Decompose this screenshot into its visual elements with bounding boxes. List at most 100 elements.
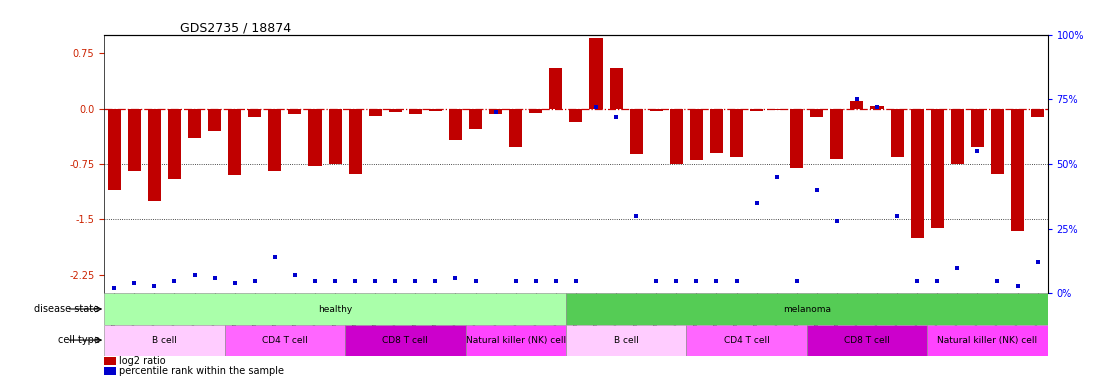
- Text: CD8 T cell: CD8 T cell: [383, 336, 428, 344]
- Bar: [589, 38, 602, 109]
- Bar: [225, 324, 346, 356]
- Point: [407, 278, 425, 284]
- Point: [386, 278, 404, 284]
- Text: log2 ratio: log2 ratio: [120, 356, 166, 366]
- Point: [988, 278, 1006, 284]
- Point: [246, 278, 263, 284]
- Bar: [449, 109, 462, 140]
- Bar: [349, 109, 362, 174]
- Point: [808, 187, 826, 193]
- Text: B cell: B cell: [613, 336, 638, 344]
- Point: [788, 278, 805, 284]
- Point: [105, 285, 123, 291]
- Text: Natural killer (NK) cell: Natural killer (NK) cell: [465, 336, 566, 344]
- Point: [928, 278, 946, 284]
- Point: [908, 278, 926, 284]
- Bar: [811, 109, 824, 118]
- Point: [727, 278, 745, 284]
- Bar: [930, 109, 943, 228]
- Bar: [871, 106, 883, 109]
- Bar: [770, 109, 783, 110]
- Text: cell type: cell type: [58, 335, 100, 345]
- Point: [708, 278, 725, 284]
- Point: [567, 278, 585, 284]
- Bar: [891, 109, 904, 157]
- Bar: [806, 324, 927, 356]
- Point: [366, 278, 384, 284]
- Point: [185, 272, 203, 278]
- Bar: [289, 109, 302, 114]
- Point: [889, 213, 906, 219]
- Bar: [730, 109, 743, 157]
- Bar: [927, 324, 1048, 356]
- Point: [748, 200, 766, 206]
- Bar: [951, 109, 964, 164]
- Bar: [188, 109, 201, 138]
- Bar: [690, 109, 703, 160]
- Bar: [550, 68, 563, 109]
- Bar: [308, 109, 321, 166]
- Bar: [104, 324, 225, 356]
- Point: [608, 114, 625, 121]
- Point: [166, 278, 183, 284]
- Bar: [971, 109, 984, 147]
- Point: [467, 278, 485, 284]
- Bar: [710, 109, 723, 153]
- Bar: [346, 324, 465, 356]
- Bar: [208, 109, 222, 131]
- Point: [868, 104, 885, 110]
- Bar: [529, 109, 542, 113]
- Point: [206, 275, 224, 281]
- Bar: [409, 109, 422, 114]
- Point: [427, 278, 444, 284]
- Bar: [850, 101, 863, 109]
- Bar: [269, 109, 281, 171]
- Bar: [566, 324, 687, 356]
- Text: healthy: healthy: [318, 305, 352, 313]
- Bar: [369, 109, 382, 116]
- Point: [1009, 283, 1027, 289]
- Point: [627, 213, 645, 219]
- Bar: [750, 109, 764, 111]
- Point: [647, 278, 665, 284]
- Bar: [649, 109, 663, 111]
- Bar: [104, 293, 566, 324]
- Bar: [168, 109, 181, 179]
- Bar: [429, 109, 442, 111]
- Text: Natural killer (NK) cell: Natural killer (NK) cell: [937, 336, 1038, 344]
- Bar: [465, 324, 566, 356]
- Point: [487, 109, 505, 115]
- Bar: [610, 68, 623, 109]
- Point: [768, 174, 785, 180]
- Point: [527, 278, 544, 284]
- Bar: [228, 109, 241, 175]
- Text: CD4 T cell: CD4 T cell: [724, 336, 769, 344]
- Point: [347, 278, 364, 284]
- Bar: [104, 357, 115, 365]
- Bar: [108, 109, 121, 190]
- Point: [547, 278, 565, 284]
- Point: [146, 283, 163, 289]
- Point: [828, 218, 846, 224]
- Bar: [1031, 109, 1044, 118]
- Bar: [1011, 109, 1024, 230]
- Bar: [148, 109, 161, 201]
- Text: B cell: B cell: [152, 336, 177, 344]
- Bar: [630, 109, 643, 154]
- Point: [688, 278, 705, 284]
- Bar: [991, 109, 1004, 174]
- Point: [949, 265, 966, 271]
- Text: CD4 T cell: CD4 T cell: [262, 336, 308, 344]
- Bar: [830, 109, 844, 159]
- Point: [507, 278, 524, 284]
- Point: [306, 278, 324, 284]
- Point: [286, 272, 304, 278]
- Bar: [790, 109, 803, 168]
- Point: [848, 96, 866, 103]
- Point: [326, 278, 343, 284]
- Bar: [687, 324, 806, 356]
- Text: disease state: disease state: [34, 304, 100, 314]
- Point: [226, 280, 244, 286]
- Point: [446, 275, 464, 281]
- Point: [969, 148, 986, 154]
